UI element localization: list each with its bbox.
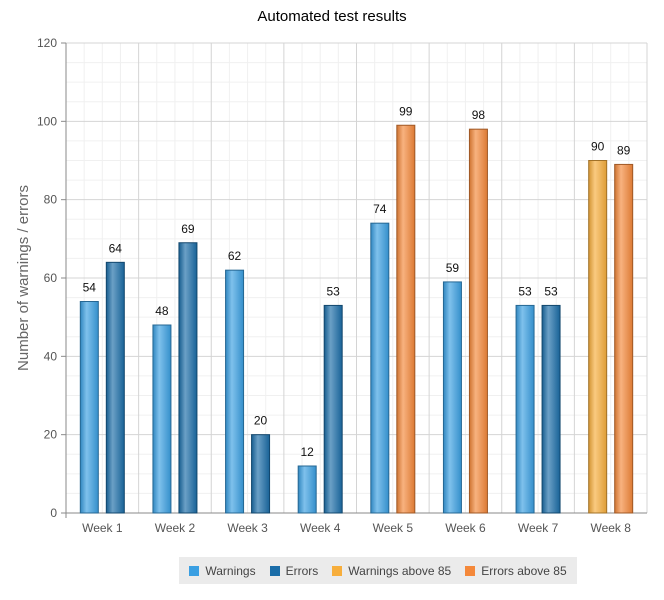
chart-title: Automated test results	[257, 8, 407, 25]
y-tick-label: 80	[44, 193, 58, 207]
bar	[105, 261, 125, 514]
legend-swatch	[189, 565, 200, 576]
bar	[79, 301, 99, 514]
x-tick-label: Week 5	[373, 521, 414, 535]
x-tick-label: Week 1	[82, 521, 123, 535]
bar	[515, 304, 535, 514]
y-tick-label: 120	[37, 36, 57, 50]
data-label: 64	[109, 241, 123, 255]
data-label: 98	[472, 108, 486, 122]
y-tick-label: 60	[44, 271, 58, 285]
x-tick-label: Week 4	[300, 521, 341, 535]
data-label: 74	[373, 202, 387, 216]
y-axis-label: Number of warnings / errors	[15, 185, 32, 371]
y-tick-label: 100	[37, 114, 57, 128]
data-label: 20	[254, 414, 268, 428]
chart-legend: Warnings Errors Warnings above 85 Errors ab…	[179, 557, 577, 584]
bar	[588, 160, 608, 514]
legend-swatch	[332, 565, 343, 576]
bar	[225, 269, 245, 514]
data-label: 90	[591, 140, 605, 154]
data-label: 54	[83, 281, 97, 295]
legend-item: Errors	[269, 563, 319, 578]
bar	[541, 304, 561, 514]
legend-label: Errors above 85	[481, 563, 567, 578]
x-tick-label: Week 8	[590, 521, 631, 535]
legend-swatch	[465, 565, 476, 576]
bar	[468, 128, 488, 514]
y-tick-label: 40	[44, 349, 58, 363]
legend-swatch	[269, 565, 280, 576]
bar	[297, 465, 317, 514]
x-tick-label: Week 2	[155, 521, 196, 535]
bar	[178, 242, 198, 514]
x-tick-label: Week 7	[518, 521, 559, 535]
bar	[251, 434, 271, 514]
data-label: 62	[228, 249, 242, 263]
y-tick-label: 0	[50, 506, 57, 520]
x-tick-label: Week 3	[227, 521, 268, 535]
legend-label: Errors	[285, 563, 319, 578]
data-label: 12	[301, 445, 315, 459]
data-label: 99	[399, 104, 413, 118]
bar	[152, 324, 172, 514]
y-tick-label: 20	[44, 428, 58, 442]
legend-label: Warnings above 85	[348, 563, 452, 578]
bar	[442, 281, 462, 514]
bar	[323, 304, 343, 514]
bar	[370, 222, 390, 514]
legend-label: Warnings	[205, 563, 256, 578]
data-label: 53	[544, 284, 558, 298]
data-label: 89	[617, 143, 631, 157]
bar	[614, 163, 634, 514]
bar	[396, 124, 416, 514]
legend-item: Errors above 85	[465, 563, 567, 578]
legend-item: Warnings above 85	[332, 564, 451, 578]
data-label: 69	[181, 222, 195, 236]
x-tick-label: Week 6	[445, 521, 486, 535]
data-label: 53	[327, 284, 341, 298]
data-label: 48	[155, 304, 169, 318]
data-label: 53	[518, 284, 532, 298]
legend-item: Warnings	[189, 563, 256, 578]
data-label: 59	[446, 261, 460, 275]
